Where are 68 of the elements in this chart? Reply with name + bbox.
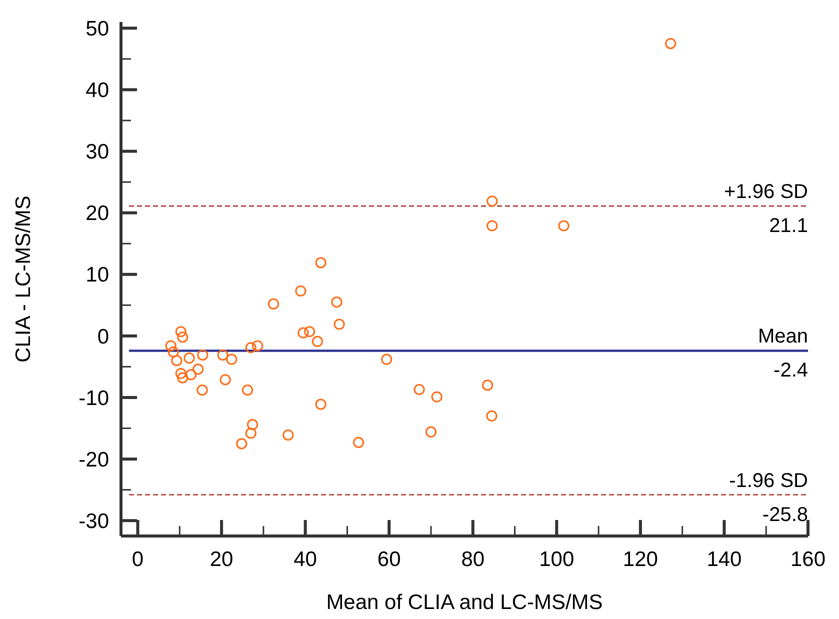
point [352,436,364,448]
point [175,326,186,338]
point [282,429,294,441]
ref-line-label: Mean [758,326,808,348]
annotation: 21.1 [769,215,808,238]
x-tick-label: 140 [706,548,742,571]
y-tick-label: 40 [86,79,109,102]
y-tick-label: -10 [78,386,109,410]
y-tick-label: -20 [78,448,109,472]
point [334,318,345,330]
point [245,342,256,354]
point [315,257,326,268]
point [558,220,570,232]
point [184,352,195,364]
annotation: -2.4 [774,360,808,382]
annotation: -25.8 [762,504,808,526]
point [242,384,254,396]
point [220,374,231,386]
point [486,410,498,422]
point [298,327,309,338]
y-tick-label: 50 [86,18,109,41]
y-tick-label: 20 [86,202,109,226]
point [295,285,306,297]
ref-line-label: -1.96 SD [729,470,808,492]
point [196,384,208,396]
point [431,391,442,402]
point [192,364,204,375]
x-axis-title: Mean of CLIA and LC-MS/MS [326,591,603,614]
point [226,354,238,365]
point [486,220,498,232]
point [312,336,324,348]
x-tick-label: 80 [461,548,485,571]
point [175,368,186,380]
y-tick-label: 30 [86,140,109,164]
y-axis-title: CLIA - LC-MS/MS [12,196,35,362]
point [245,428,256,439]
point [665,38,676,50]
point [177,372,188,384]
x-tick-label: 100 [539,548,574,571]
ref-line-label: +1.96 SD [724,181,808,204]
x-tick-label: 120 [622,548,658,571]
point [168,346,179,358]
point [177,332,188,343]
point [252,340,264,352]
x-tick-label: 40 [294,548,317,571]
point [165,340,176,352]
point [217,349,228,361]
x-tick-label: 160 [790,548,826,571]
point [171,355,182,366]
x-tick-label: 0 [132,548,144,571]
point [315,398,326,410]
point [304,326,316,338]
point [268,298,280,310]
point [185,369,197,380]
point [425,426,437,438]
y-tick-label: 10 [86,264,109,287]
y-tick-label: 0 [97,325,109,348]
point [331,296,342,308]
point [482,380,494,391]
point [236,438,248,450]
x-tick-label: 20 [210,548,234,571]
point [414,384,425,396]
point [486,196,498,207]
point [197,349,208,361]
point [381,354,392,365]
point [246,419,258,430]
y-tick-label: -30 [78,510,109,533]
x-tick-label: 60 [377,548,401,571]
